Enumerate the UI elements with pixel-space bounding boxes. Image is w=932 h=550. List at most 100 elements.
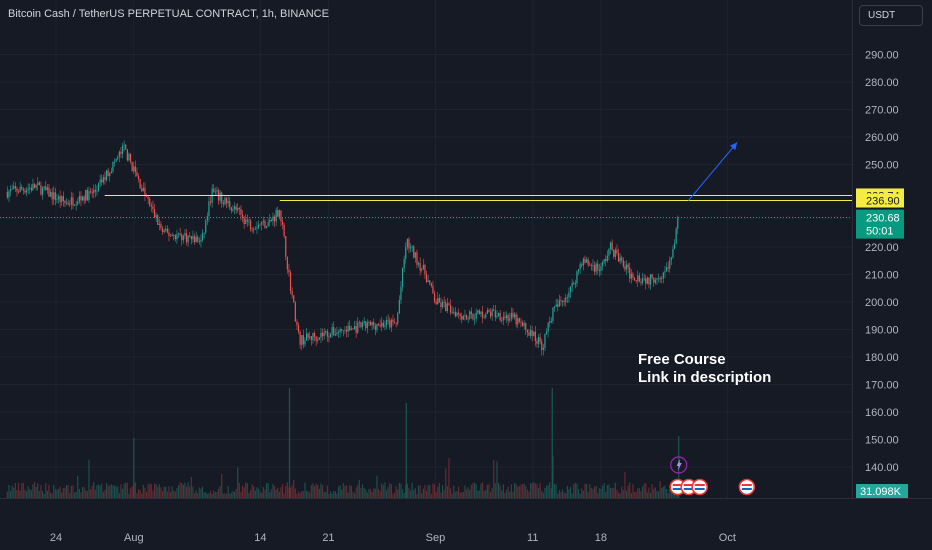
candle-body (305, 333, 308, 341)
volume-bar (395, 486, 397, 498)
candle-body (245, 219, 247, 225)
volume-bar (179, 482, 181, 498)
volume-bar (270, 489, 272, 498)
price-tick-label: 190.00 (865, 325, 899, 337)
candle-body (265, 226, 268, 228)
candle-body (465, 315, 468, 319)
candle-body (46, 187, 48, 191)
candle-body (392, 319, 394, 322)
volume-bar (501, 490, 503, 498)
candle-body (456, 312, 458, 317)
candle-body (233, 206, 236, 210)
volume-bar (537, 487, 540, 498)
event-markers[interactable] (669, 456, 756, 496)
horizontal-levels[interactable] (0, 194, 852, 219)
volume-bar (233, 491, 236, 498)
volume-bar (547, 485, 549, 498)
volume-bar (88, 459, 90, 498)
candle-body (230, 207, 232, 211)
candle-body (513, 314, 516, 318)
candle-body (339, 329, 341, 333)
volume-bar (424, 484, 426, 498)
candle-body (393, 321, 396, 324)
volume-bar (6, 491, 8, 498)
volume-bar (326, 485, 328, 498)
volume-bar (417, 485, 420, 498)
candle-body (64, 201, 66, 204)
volume-bar (518, 485, 520, 498)
candle-body (203, 232, 205, 234)
candle-body (617, 253, 620, 262)
volume-bar (149, 483, 151, 498)
volume-bar (525, 485, 527, 498)
volume-bar (403, 492, 405, 498)
candle-body (529, 330, 532, 336)
currency-selector-button[interactable]: USDT (859, 5, 923, 26)
volume-bar (624, 471, 626, 498)
volume-bar (435, 491, 437, 498)
candle-body (438, 297, 440, 303)
volume-bar (283, 493, 285, 498)
candle-body (437, 297, 439, 305)
volume-bar (64, 487, 66, 498)
volume-bar (267, 482, 269, 498)
volume-bar (94, 489, 96, 498)
volume-bar (41, 491, 44, 498)
candle-body (115, 158, 117, 162)
annotation-line-2: Link in description (638, 369, 772, 386)
volume-bar (102, 491, 104, 498)
candle-body (534, 331, 536, 341)
volume-bar (40, 485, 42, 498)
candle-body (105, 170, 108, 180)
volume-bar (221, 473, 223, 498)
volume-bar (611, 488, 613, 498)
candle-body (616, 249, 618, 254)
candle-body (403, 258, 405, 269)
volume-bar (216, 492, 218, 498)
candle-body (542, 347, 544, 350)
volume-bar (557, 493, 559, 498)
candle-body (238, 208, 240, 210)
volume-bar (625, 490, 628, 498)
volume-bar (477, 490, 479, 498)
candle-body (334, 334, 336, 336)
candle-body (251, 229, 253, 231)
volume-bar (520, 484, 522, 498)
volume-bar (614, 482, 616, 498)
candle-body (227, 201, 229, 204)
candle-body (451, 312, 453, 314)
candle-body (550, 320, 552, 322)
volume-bar (406, 483, 408, 498)
volume-bar (56, 489, 58, 498)
volume-bar (265, 483, 268, 498)
candle-body (625, 264, 628, 270)
candle-body (557, 304, 559, 307)
volume-bar (104, 489, 106, 498)
volume-bar (117, 486, 119, 498)
volume-bar (14, 483, 16, 498)
volume-bar (169, 492, 172, 498)
candle-body (593, 265, 596, 272)
volume-bar (163, 486, 165, 498)
volume-bar (513, 482, 516, 498)
volume-bar (237, 467, 239, 498)
volume-bar (27, 486, 29, 498)
volume-bar (657, 491, 660, 498)
us-flag-stripe (694, 484, 705, 486)
volume-bar (606, 485, 608, 498)
volume-bar (553, 483, 556, 498)
candle-body (656, 278, 658, 280)
volume-bar (373, 488, 375, 498)
volume-bar (432, 483, 434, 498)
candle-body (552, 307, 554, 322)
forecast-arrow[interactable] (688, 142, 738, 201)
volume-bar (307, 491, 309, 498)
candle-body (573, 283, 575, 285)
candle-body (301, 335, 303, 345)
candle-body (171, 234, 173, 236)
volume-bar (48, 484, 50, 498)
volume-bar (563, 492, 565, 498)
candle-body (662, 272, 664, 279)
volume-bar (280, 487, 282, 498)
